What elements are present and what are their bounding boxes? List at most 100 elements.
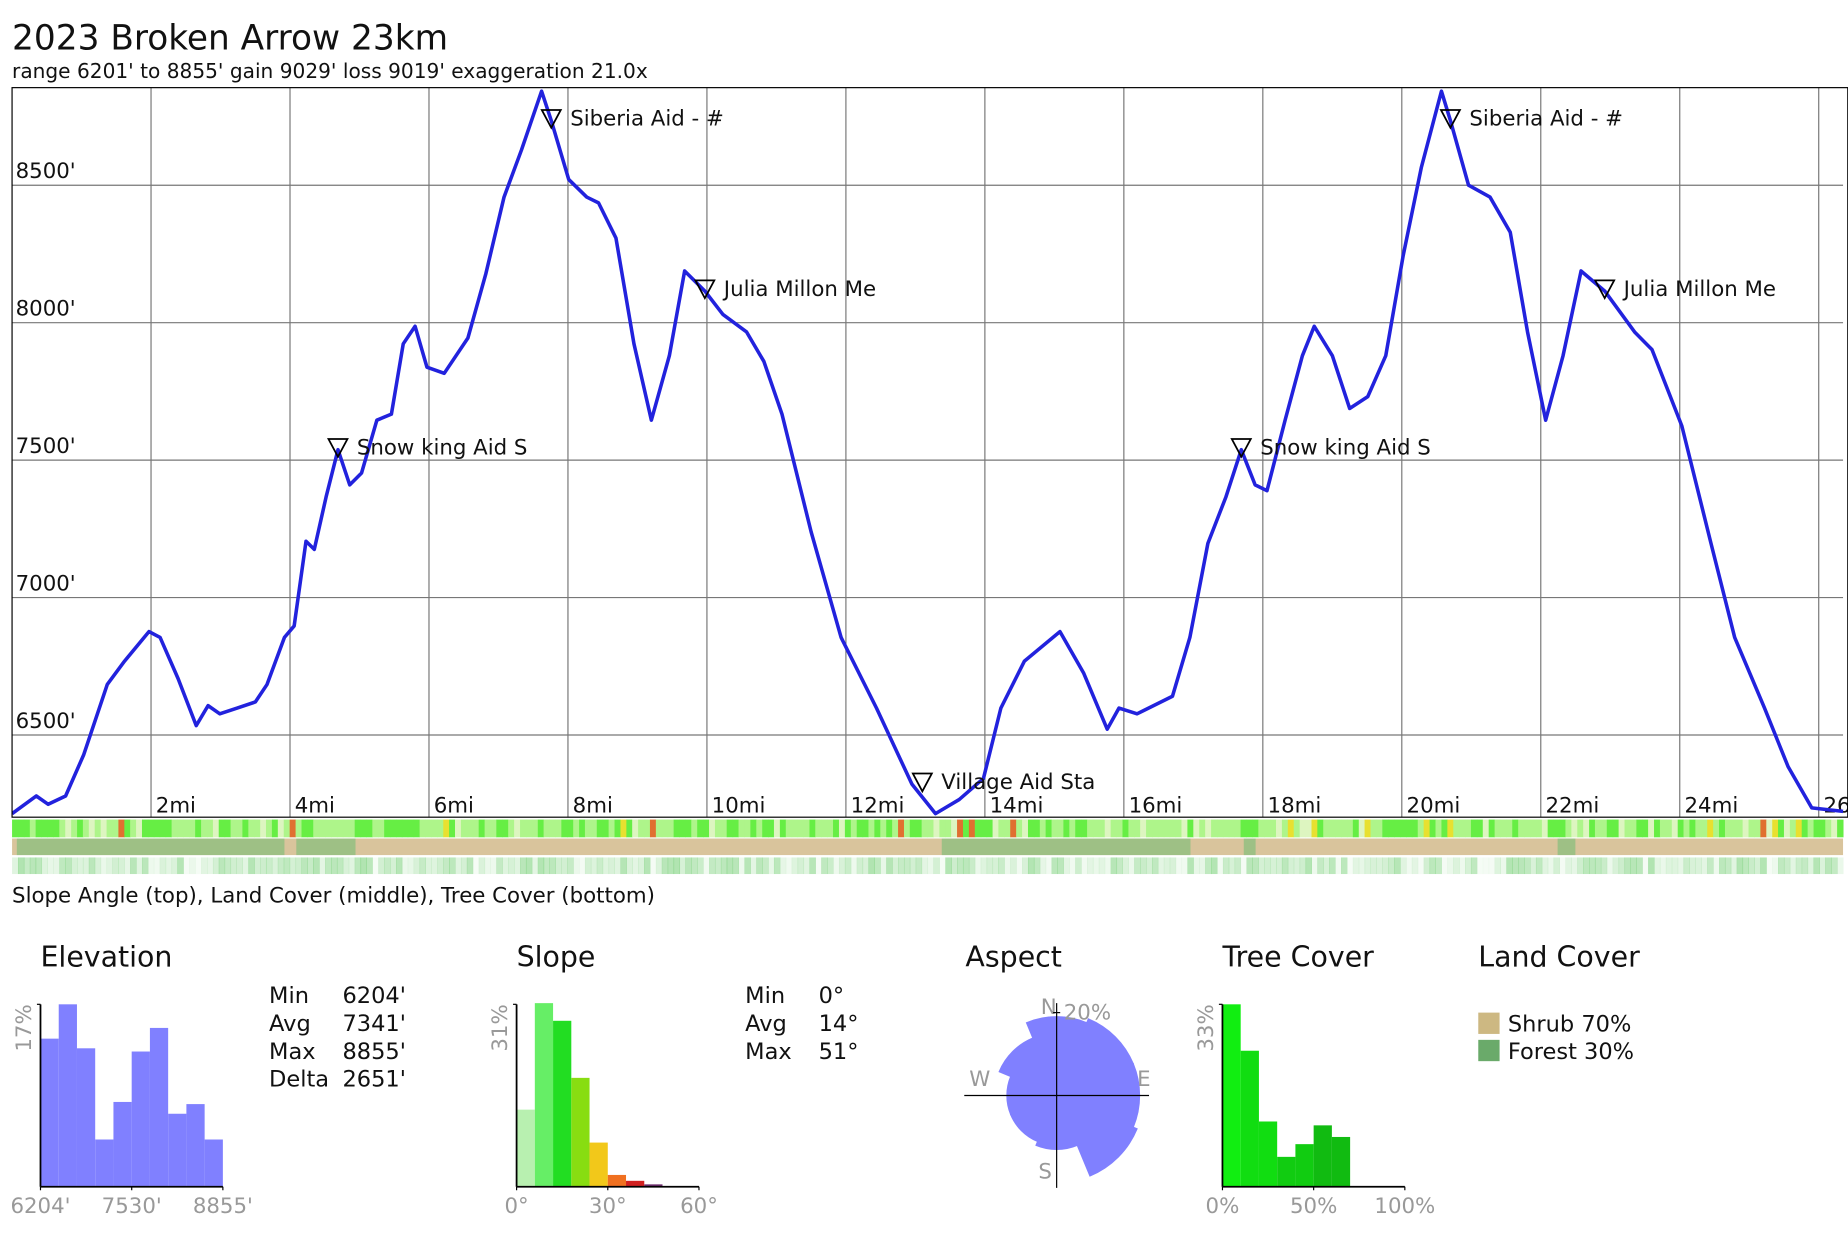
tree-strip-cell — [1258, 857, 1265, 875]
slope-strip-cell — [1394, 819, 1401, 838]
tree-strip-cell — [325, 857, 332, 875]
tree-strip-cell — [1583, 857, 1590, 875]
tree-strip-cell — [437, 857, 444, 875]
slope-strip-cell — [797, 819, 805, 838]
slope-strip-cell — [1287, 819, 1295, 838]
slope-strip-cell — [968, 819, 976, 838]
tree-strip-cell — [531, 857, 539, 875]
tree-strip-cell — [1181, 857, 1188, 875]
slope-strip-cell — [555, 819, 562, 838]
x-tick-label: 0° — [504, 1194, 528, 1219]
tree-strip-cell — [1642, 857, 1649, 875]
land-cover-forest — [1557, 838, 1576, 856]
tree-strip-cell — [413, 857, 421, 875]
tree-strip-cell — [419, 857, 426, 875]
y-tick-label: 7000' — [16, 571, 76, 596]
slope-strip-cell — [183, 819, 190, 838]
slope-strip-cell — [768, 819, 775, 838]
tree-strip-cell — [791, 857, 799, 875]
slope-strip-cell — [1553, 819, 1560, 838]
tree-strip-cell — [685, 857, 692, 875]
slope-strip-cell — [289, 819, 297, 838]
slope-strip-cell — [1589, 819, 1596, 838]
slope-strip-cell — [17, 819, 25, 838]
slope-strip-cell — [957, 819, 964, 838]
slope-strip-cell — [1630, 819, 1637, 838]
x-tick-label: 24mi — [1684, 793, 1738, 818]
waypoint-marker — [1593, 279, 1616, 301]
slope-strip-cell — [1335, 819, 1342, 838]
slope-strip-cell — [525, 819, 533, 838]
slope-strip-cell — [1358, 819, 1366, 838]
slope-strip-cell — [1459, 819, 1466, 838]
slope-strip-cell — [1813, 819, 1820, 838]
tree-strip-cell — [425, 857, 432, 875]
tree-strip-cell — [673, 857, 681, 875]
tree-strip-cell — [449, 857, 456, 875]
tree-strip-cell — [1281, 857, 1289, 875]
slope-strip-cell — [862, 819, 869, 838]
tree-strip-cell — [1825, 857, 1832, 875]
slope-strip-cell — [1819, 819, 1826, 838]
tree-strip-cell — [47, 857, 54, 875]
slope-strip-cell — [974, 819, 982, 838]
slope-strip-cell — [762, 819, 769, 838]
slope-strip-cell — [927, 819, 934, 838]
slope-strip-cell — [1411, 819, 1419, 838]
slope-strip-cell — [283, 819, 291, 838]
histogram-bar — [1222, 1004, 1241, 1187]
slope-strip-cell — [218, 819, 226, 838]
slope-strip-cell — [1140, 819, 1147, 838]
slope-strip-cell — [933, 819, 940, 838]
tree-strip-cell — [1063, 857, 1070, 875]
slope-strip-cell — [579, 819, 586, 838]
slope-strip-cell — [466, 819, 474, 838]
tree-strip-cell — [331, 857, 338, 875]
waypoint-marker — [911, 772, 934, 794]
tree-strip-cell — [1199, 857, 1206, 875]
slope-strip-cell — [531, 819, 539, 838]
slope-strip-cell — [224, 819, 232, 838]
tree-strip-cell — [295, 857, 302, 875]
tree-strip-cell — [141, 857, 149, 875]
tree-strip-cell — [1092, 857, 1100, 875]
slope-strip-cell — [803, 819, 810, 838]
tree-strip-cell — [720, 857, 728, 875]
slope-strip-cell — [319, 819, 326, 838]
slope-strip-cell — [313, 819, 320, 838]
tree-strip-cell — [1441, 857, 1448, 875]
slope-strip-cell — [874, 819, 881, 838]
tree-strip-cell — [1193, 857, 1200, 875]
slope-strip-cell — [655, 819, 663, 838]
waypoint-marker — [540, 109, 563, 130]
stat-value: 7341' — [342, 1011, 405, 1037]
tree-strip-cell — [909, 857, 917, 875]
tree-strip-cell — [277, 857, 285, 875]
slope-strip-cell — [508, 819, 515, 838]
aspect-wedge — [1055, 1018, 1135, 1097]
tree-strip-cell — [1766, 857, 1773, 875]
slope-strip-cell — [1027, 819, 1035, 838]
tree-strip-cell — [573, 857, 580, 875]
slope-strip-cell — [71, 819, 78, 838]
slope-strip-cell — [490, 819, 497, 838]
tree-strip-cell — [957, 857, 964, 875]
tree-strip-cell — [1305, 857, 1312, 875]
x-tick-label: 14mi — [990, 793, 1044, 818]
tree-strip-cell — [1246, 857, 1253, 875]
slope-strip-cell — [614, 819, 621, 838]
slope-strip-cell — [1789, 819, 1797, 838]
slope-strip-cell — [378, 819, 385, 838]
tree-strip-cell — [1524, 857, 1531, 875]
slope-strip-cell — [1081, 819, 1088, 838]
slope-strip-cell — [886, 819, 893, 838]
slope-strip-cell — [1275, 819, 1283, 838]
slope-strip-cell — [1317, 819, 1324, 838]
slope-strip-cell — [892, 819, 899, 838]
slope-strip-cell — [1506, 819, 1513, 838]
slope-strip-cell — [1447, 819, 1454, 838]
tree-strip-cell — [242, 857, 249, 875]
slope-strip-cell — [620, 819, 627, 838]
slope-strip-cell — [265, 819, 273, 838]
slope-strip-cell — [1388, 819, 1395, 838]
